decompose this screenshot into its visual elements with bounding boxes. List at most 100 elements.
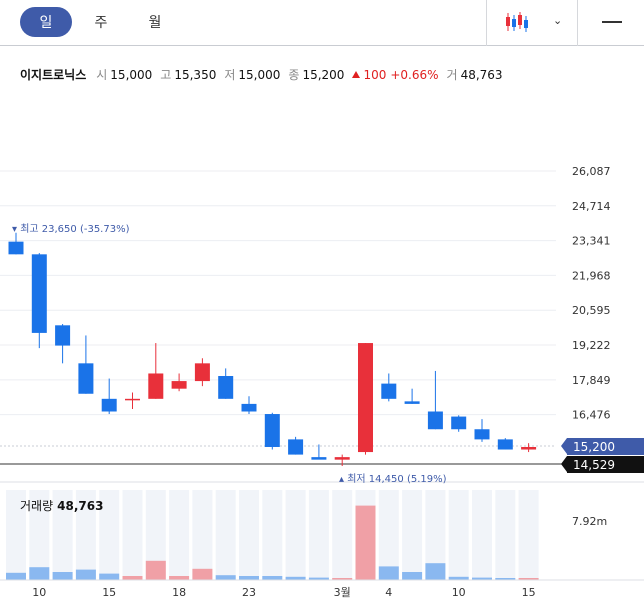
volume-label: 거 (446, 68, 458, 82)
down-triangle-icon: ▾ (12, 224, 21, 235)
candlestick-icon (506, 12, 528, 32)
volume-bar (145, 560, 166, 580)
volume-bar (192, 568, 213, 580)
y-tick-label: 24,714 (572, 200, 611, 213)
candle-body (381, 383, 397, 399)
up-triangle-icon (352, 71, 361, 78)
x-tick-label: 18 (172, 586, 186, 599)
volume-bar (425, 563, 446, 580)
volume-slot (29, 490, 50, 580)
volume-bar (75, 569, 96, 580)
volume-bar (308, 577, 329, 580)
candle-body (264, 414, 280, 447)
volume-panel-title: 거래량 (20, 499, 54, 513)
candle-body (311, 457, 327, 460)
volume-slot (472, 490, 492, 580)
volume-bar (495, 578, 516, 580)
high-annotation-text: 최고 23,650 (-35.73%) (20, 224, 130, 235)
volume-bar (448, 576, 469, 580)
x-tick-label: 10 (452, 586, 466, 599)
candle-body (8, 241, 24, 255)
volume-slot (145, 490, 166, 580)
current-price-tag: 15,200 (561, 438, 644, 455)
volume-slot (378, 490, 399, 580)
volume-slot (425, 490, 446, 580)
low-label: 저 (224, 68, 236, 82)
volume-slot (518, 490, 539, 580)
volume-bar (99, 573, 120, 580)
candle-body (451, 416, 467, 430)
volume-slot (239, 490, 259, 580)
volume-slot (99, 490, 120, 580)
low-annotation-text: 최저 14,450 (5.19%) (347, 474, 447, 485)
low-value: 15,000 (238, 67, 281, 82)
x-tick-label: 15 (102, 586, 116, 599)
volume-slot (332, 490, 353, 580)
volume-bar (285, 576, 306, 580)
candle-body (358, 343, 373, 453)
y-tick-label: 21,968 (572, 269, 611, 282)
y-tick-label: 20,595 (572, 304, 611, 317)
candle-body (474, 429, 490, 440)
chevron-down-icon: ⌄ (553, 14, 563, 27)
candle-body (404, 401, 420, 404)
candle-body (194, 363, 210, 382)
volume-slot (495, 490, 516, 580)
candle-body (171, 381, 187, 389)
x-tick-label: 15 (522, 586, 536, 599)
volume-slot (402, 490, 423, 580)
high-annotation: ▾ 최고 23,650 (-35.73%) (12, 220, 130, 235)
y-tick-label: 19,222 (572, 339, 611, 352)
candle-body (78, 363, 94, 394)
candle-body (31, 254, 47, 333)
change-value: 100 (363, 67, 387, 82)
volume-axis-max-label: 7.92m (572, 515, 607, 528)
candle-body (288, 439, 304, 455)
x-tick-label: 3월 (334, 586, 351, 599)
volume-slot (122, 490, 143, 580)
x-tick-label: 10 (32, 586, 46, 599)
candle-body (101, 398, 117, 412)
volume-slot (215, 490, 236, 580)
y-tick-label: 16,476 (572, 409, 611, 422)
chart-type-selector[interactable]: ⌄ (486, 0, 578, 46)
volume-slot (52, 490, 73, 580)
volume-slot (285, 490, 306, 580)
volume-bar (355, 505, 376, 580)
candle-body (125, 398, 140, 401)
candle-body (521, 446, 537, 450)
candle-body (241, 403, 257, 412)
stock-name: 이지트로닉스 (20, 68, 87, 82)
tab-weekly[interactable]: 주 (94, 15, 108, 31)
candle-body (334, 457, 350, 460)
menu-dash-button[interactable] (602, 21, 622, 23)
volume-panel-value: 48,763 (57, 499, 104, 513)
candle-body (148, 373, 164, 399)
volume-bar (6, 572, 26, 580)
x-tick-label: 23 (242, 586, 256, 599)
volume-slot (169, 490, 190, 580)
open-label: 시 (96, 68, 108, 82)
volume-bar (122, 576, 143, 580)
open-value: 15,000 (110, 67, 153, 82)
volume-bar (262, 576, 283, 580)
y-tick-label: 17,849 (572, 374, 611, 387)
y-tick-label: 23,341 (572, 235, 611, 248)
volume-bar (215, 575, 236, 580)
candle-body (497, 439, 513, 450)
volume-bar (332, 578, 353, 580)
candlestick-chart[interactable]: 26,087 24,714 23,341 21,968 20,595 19,222 17,8… (0, 150, 644, 606)
quote-summary: 이지트로닉스 시 15,000 고 15,350 저 15,000 종 15,2… (20, 66, 511, 83)
low-annotation: ▴ 최저 14,450 (5.19%) (339, 470, 447, 485)
y-tick-label: 26,087 (572, 165, 611, 178)
volume-bar (239, 576, 259, 580)
volume-slot (308, 490, 329, 580)
tab-monthly[interactable]: 월 (148, 15, 162, 31)
volume-slot (6, 490, 26, 580)
change-pct: +0.66% (390, 67, 439, 82)
high-label: 고 (160, 68, 172, 82)
volume-slot (75, 490, 96, 580)
tab-daily[interactable]: 일 (20, 7, 72, 37)
up-triangle-small-icon: ▴ (339, 474, 348, 485)
volume-bar (169, 576, 190, 580)
